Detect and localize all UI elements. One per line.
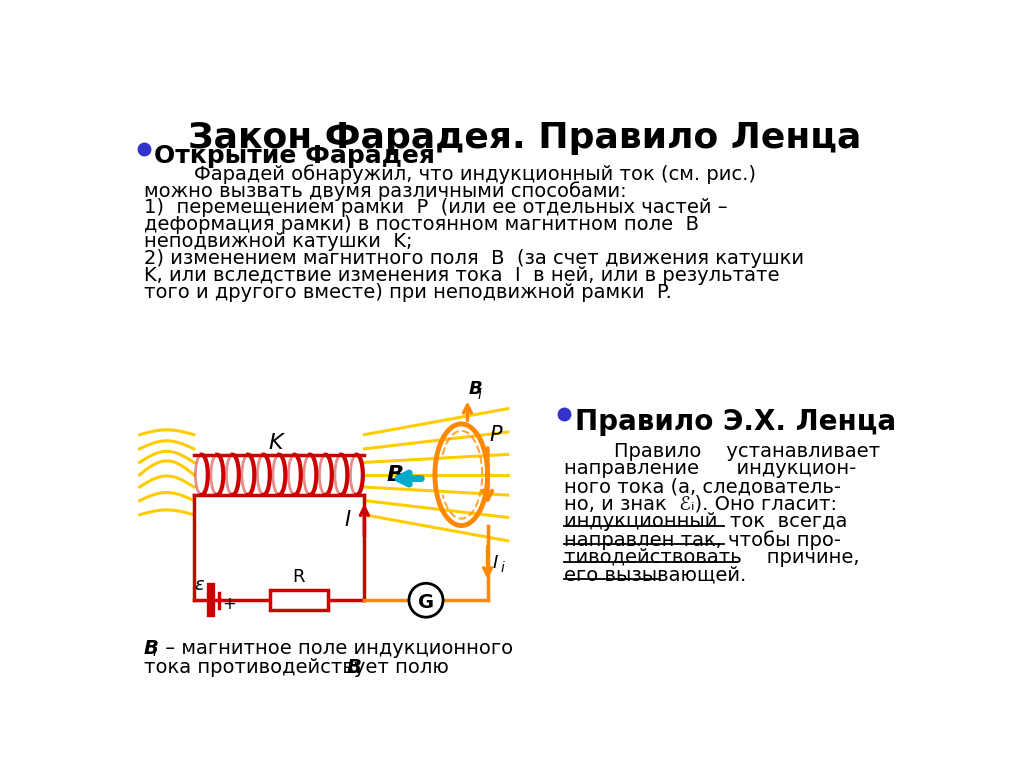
Text: того и другого вместе) при неподвижной рамки  P.: того и другого вместе) при неподвижной р… — [143, 283, 672, 302]
Text: 2) изменением магнитного поля  B  (за счет движения катушки: 2) изменением магнитного поля B (за счет… — [143, 249, 804, 268]
Text: Открытие Фарадея: Открытие Фарадея — [155, 144, 435, 169]
Text: направление      индукцион-: направление индукцион- — [563, 459, 856, 479]
Text: можно вызвать двумя различными способами:: можно вызвать двумя различными способами… — [143, 181, 626, 201]
Text: B: B — [387, 466, 403, 486]
Text: .: . — [355, 658, 361, 677]
Text: его вызывающей.: его вызывающей. — [563, 565, 745, 584]
Text: I: I — [344, 510, 350, 530]
Text: B: B — [469, 380, 482, 398]
Text: ного тока (а, следователь-: ного тока (а, следователь- — [563, 477, 841, 496]
Text: но, и знак  ℰᵢ). Оно гласит:: но, и знак ℰᵢ). Оно гласит: — [563, 495, 837, 514]
Text: – магнитное поле индукционного: – магнитное поле индукционного — [159, 639, 513, 658]
Text: деформация рамки) в постоянном магнитном поле  B: деформация рамки) в постоянном магнитном… — [143, 216, 698, 234]
Text: B: B — [143, 639, 159, 658]
Text: тока противодействует полю: тока противодействует полю — [143, 658, 461, 677]
Text: +: + — [222, 595, 237, 613]
Text: индукционный  ток  всегда: индукционный ток всегда — [563, 512, 847, 532]
Text: K, или вследствие изменения тока  I  в ней, или в результате: K, или вследствие изменения тока I в ней… — [143, 266, 779, 285]
Text: 1)  перемещением рамки  P  (или ее отдельных частей –: 1) перемещением рамки P (или ее отдельны… — [143, 199, 727, 217]
Text: i: i — [501, 561, 505, 575]
Text: тиводействовать    причине,: тиводействовать причине, — [563, 548, 859, 567]
Text: R: R — [293, 568, 305, 586]
Text: K: K — [268, 433, 283, 453]
Text: ε: ε — [195, 576, 204, 594]
Text: Фарадей обнаружил, что индукционный ток (см. рис.): Фарадей обнаружил, что индукционный ток … — [143, 164, 756, 184]
Text: Правило Э.Х. Ленца: Правило Э.Х. Ленца — [575, 408, 896, 436]
Text: P: P — [489, 425, 503, 445]
Text: i: i — [477, 388, 481, 403]
Circle shape — [409, 583, 443, 617]
Text: Правило    устанавливает: Правило устанавливает — [563, 442, 880, 461]
Text: направлен так, чтобы про-: направлен так, чтобы про- — [563, 530, 841, 550]
Text: i: i — [153, 644, 157, 659]
Text: I: I — [493, 554, 498, 572]
Text: B: B — [346, 658, 361, 677]
Text: G: G — [418, 593, 434, 612]
Text: Закон Фарадея. Правило Ленца: Закон Фарадея. Правило Ленца — [188, 121, 861, 155]
Bar — [270, 591, 328, 611]
Text: неподвижной катушки  K;: неподвижной катушки K; — [143, 232, 412, 251]
